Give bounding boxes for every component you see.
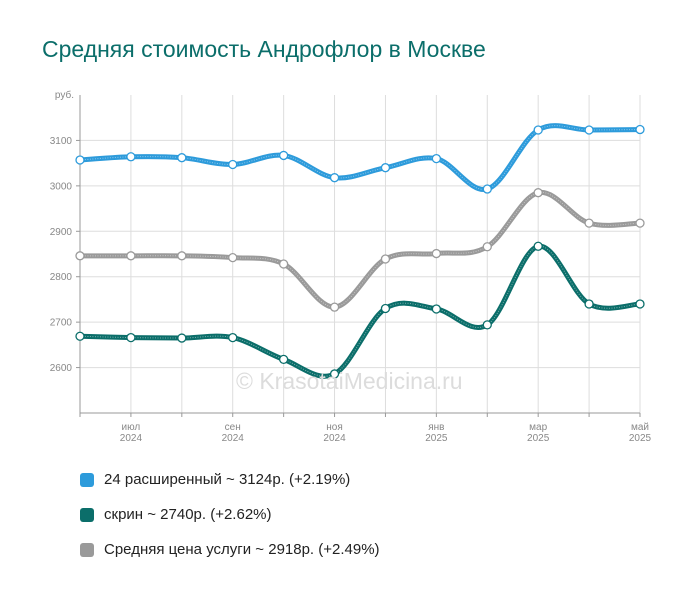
series-line — [77, 123, 643, 192]
legend-item[interactable]: Средняя цена услуги ~ 2918р. (+2.49%) — [80, 532, 380, 567]
data-point — [177, 333, 187, 343]
data-point — [635, 299, 645, 309]
x-tick-label: июл — [122, 422, 141, 433]
x-tick-label: янв — [428, 422, 444, 433]
data-point — [75, 331, 85, 341]
data-point — [533, 188, 543, 198]
data-point — [380, 254, 391, 264]
x-tick-label: май — [631, 422, 649, 433]
data-point — [380, 303, 391, 314]
x-tick-year: 2024 — [222, 433, 245, 444]
x-tick-year: 2024 — [120, 433, 143, 444]
data-point — [228, 252, 238, 263]
data-point — [278, 354, 289, 365]
watermark: © KrasotaiMedicina.ru — [236, 368, 463, 394]
y-tick-label: 2600 — [50, 363, 73, 374]
data-point — [278, 150, 289, 161]
legend-label: скрин ~ 2740р. (+2.62%) — [104, 506, 272, 523]
y-tick-label: 2800 — [50, 272, 73, 283]
legend-swatch — [80, 542, 94, 557]
series-line-texture — [80, 192, 641, 308]
data-point — [177, 251, 187, 261]
data-point — [584, 125, 594, 135]
data-point — [431, 248, 442, 259]
x-tick-label: сен — [225, 422, 241, 433]
series-line — [77, 190, 643, 310]
data-point — [482, 320, 492, 330]
data-point — [533, 125, 543, 135]
data-point — [126, 332, 136, 343]
data-point — [329, 173, 340, 183]
data-point — [228, 159, 238, 170]
x-tick-year: 2025 — [527, 433, 550, 444]
series-line — [77, 243, 643, 379]
legend-item[interactable]: скрин ~ 2740р. (+2.62%) — [80, 497, 380, 532]
x-tick-label: ноя — [326, 422, 343, 433]
data-point — [482, 184, 492, 194]
data-point — [126, 152, 136, 162]
data-point — [380, 163, 391, 173]
legend: 24 расширенный ~ 3124р. (+2.19%) скрин ~… — [80, 462, 380, 567]
y-tick-label: 3000 — [50, 181, 73, 192]
data-point — [584, 299, 594, 309]
data-point — [431, 304, 442, 314]
data-point — [75, 155, 85, 165]
data-point — [533, 241, 543, 251]
data-point — [584, 218, 594, 228]
x-tick-year: 2025 — [629, 433, 652, 444]
legend-label: 24 расширенный ~ 3124р. (+2.19%) — [104, 471, 351, 488]
data-point — [482, 242, 492, 252]
data-point — [329, 302, 340, 312]
chart-title: Средняя стоимость Андрофлор в Москве — [42, 36, 486, 62]
data-point — [126, 251, 136, 261]
y-tick-label: 2700 — [50, 318, 73, 329]
data-point — [75, 251, 85, 261]
y-tick-label: 2900 — [50, 227, 73, 238]
legend-swatch — [80, 472, 94, 487]
data-point — [228, 332, 238, 343]
data-point — [431, 153, 442, 164]
data-point — [329, 369, 340, 379]
legend-item[interactable]: 24 расширенный ~ 3124р. (+2.19%) — [80, 462, 380, 497]
x-tick-year: 2024 — [323, 433, 346, 444]
data-point — [278, 259, 289, 269]
y-tick-label: 3100 — [50, 136, 73, 147]
data-point — [635, 124, 645, 135]
legend-swatch — [80, 507, 94, 522]
data-point — [635, 218, 645, 228]
y-unit-label: руб. — [55, 89, 74, 101]
series-line-texture — [79, 245, 641, 377]
x-tick-label: мар — [529, 422, 547, 433]
data-point — [177, 153, 187, 163]
legend-label: Средняя цена услуги ~ 2918р. (+2.49%) — [104, 541, 380, 558]
x-tick-year: 2025 — [425, 433, 448, 444]
